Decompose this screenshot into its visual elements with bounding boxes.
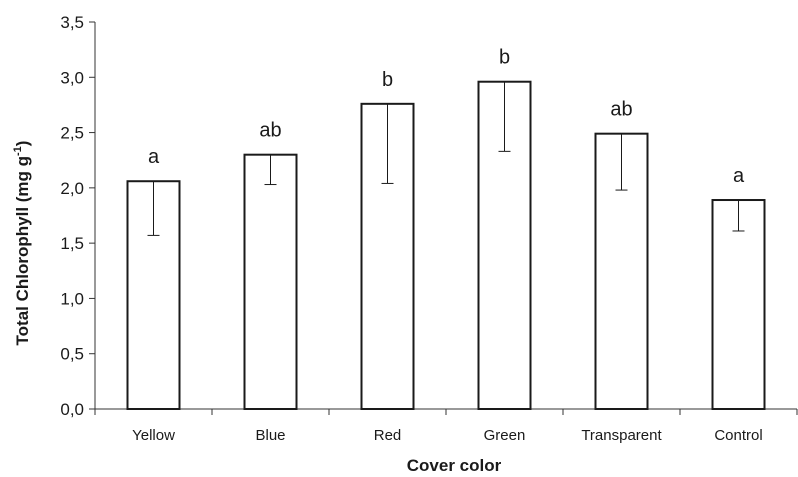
y-tick-label: 1,5 — [60, 234, 84, 253]
significance-label: b — [382, 69, 393, 91]
y-tick-label: 2,5 — [60, 124, 84, 143]
x-tick-label: Control — [714, 427, 762, 444]
x-tick-label: Green — [484, 427, 526, 444]
y-tick-label: 0,5 — [60, 345, 84, 364]
y-axis-title-superscript: -1 — [12, 146, 24, 156]
y-tick-label: 3,0 — [60, 68, 84, 87]
x-tick-label: Blue — [255, 427, 285, 444]
y-axis: 0,0 0,5 1,0 1,5 2,0 2,5 3,0 3,5 — [60, 13, 96, 419]
x-tick-label: Yellow — [132, 427, 175, 444]
bar — [711, 199, 766, 410]
significance-label: ab — [259, 120, 281, 142]
x-axis: Yellow Blue Red Green Transparent Control — [94, 408, 798, 444]
bars: a ab b b ab a — [126, 47, 766, 411]
x-tick-label: Transparent — [581, 427, 662, 444]
y-tick-label: 0,0 — [60, 400, 84, 419]
x-tick-label: Red — [374, 427, 402, 444]
significance-label: a — [148, 146, 160, 168]
bar — [243, 153, 298, 410]
y-tick-label: 1,0 — [60, 289, 84, 308]
y-tick-label: 2,0 — [60, 179, 84, 198]
significance-label: b — [499, 47, 510, 69]
y-tick-label: 3,5 — [60, 13, 84, 32]
significance-label: a — [733, 165, 745, 187]
y-axis-title: Total Chlorophyll (mg g-1) — [12, 141, 32, 346]
significance-label: ab — [610, 99, 632, 121]
y-axis-title-end: ) — [13, 141, 32, 147]
x-axis-title: Cover color — [407, 456, 502, 475]
y-axis-title-main: Total Chlorophyll (mg g — [13, 156, 32, 346]
